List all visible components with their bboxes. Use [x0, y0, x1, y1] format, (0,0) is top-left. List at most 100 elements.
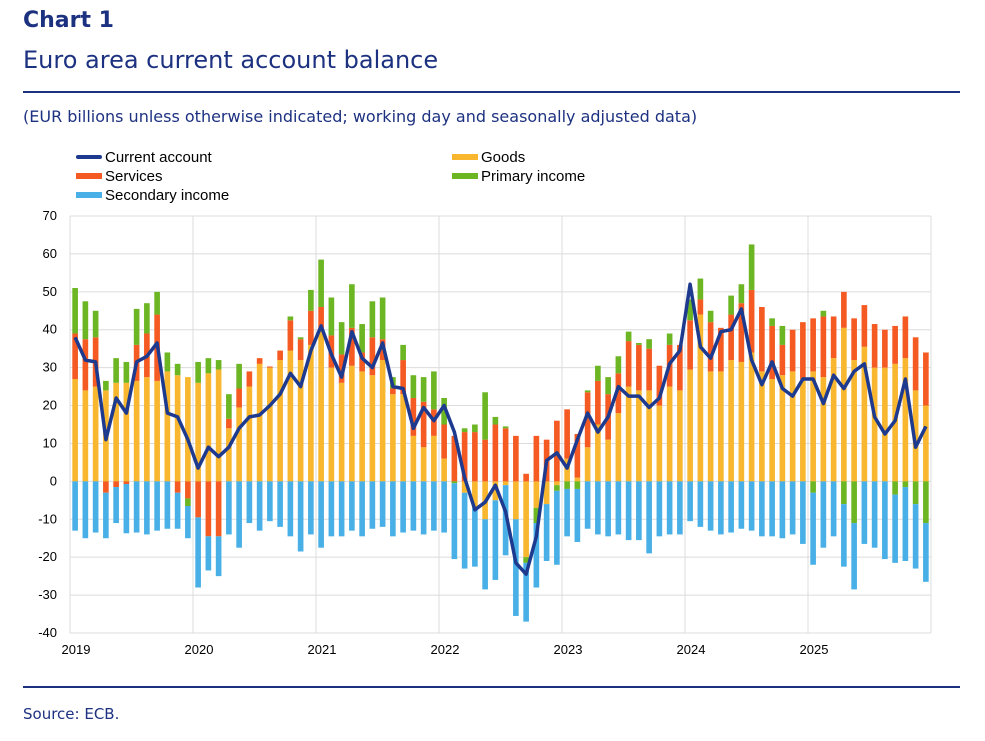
bar-primary-income [810, 481, 816, 493]
bar-services [595, 380, 601, 425]
x-tick-label: 2022 [431, 642, 460, 657]
legend-swatch-icon [452, 154, 478, 160]
bar-secondary-income [492, 500, 499, 580]
bar-services [277, 350, 283, 361]
bar-services [523, 473, 529, 482]
bar-primary-income [328, 297, 335, 336]
bar-goods [277, 360, 283, 482]
bar-primary-income [636, 342, 642, 345]
bar-primary-income [400, 344, 406, 361]
bar-goods [461, 481, 468, 493]
bar-secondary-income [718, 481, 724, 535]
y-tick-label: 40 [43, 322, 57, 337]
legend-item-goods: Goods [452, 148, 525, 166]
bar-services [759, 306, 765, 372]
bar-goods [830, 358, 837, 482]
bar-goods [267, 367, 273, 482]
legend-label: Services [105, 167, 163, 185]
bar-secondary-income [226, 481, 232, 535]
bar-secondary-income [277, 481, 283, 527]
bar-primary-income [564, 481, 570, 489]
bar-secondary-income [636, 481, 642, 541]
bar-primary-income [72, 288, 78, 334]
bar-goods [656, 405, 663, 482]
bar-goods [902, 358, 909, 482]
bar-goods [800, 379, 806, 482]
legend-label: Goods [481, 148, 526, 166]
bar-services [707, 322, 714, 372]
bar-primary-income [492, 416, 499, 425]
bar-primary-income [892, 481, 898, 495]
bar-services [646, 348, 652, 391]
bar-services [810, 318, 816, 372]
legend-item-current-account: Current account [76, 148, 212, 166]
bar-primary-income [379, 297, 386, 340]
bar-primary-income [103, 380, 109, 391]
bar-goods [185, 377, 191, 482]
bar-primary-income [226, 394, 232, 419]
bar-goods [728, 360, 734, 482]
bar-secondary-income [605, 481, 611, 537]
bar-goods [748, 352, 755, 482]
bar-secondary-income [738, 481, 745, 529]
bar-primary-income [461, 428, 468, 433]
bar-goods [390, 394, 396, 482]
bar-goods [113, 382, 119, 482]
bar-services [625, 341, 632, 387]
bar-services [902, 316, 909, 359]
bar-goods [574, 477, 581, 482]
chart-title: Euro area current account balance [23, 46, 439, 74]
bar-goods [205, 373, 212, 482]
bar-services [851, 318, 857, 361]
bar-services [72, 333, 78, 380]
bar-goods [820, 377, 827, 482]
bar-goods [123, 382, 130, 482]
bar-services [820, 316, 827, 378]
bar-secondary-income [584, 481, 591, 529]
bar-secondary-income [810, 492, 816, 565]
bar-primary-income [533, 507, 540, 524]
bar-goods [502, 481, 509, 486]
bar-primary-income [349, 284, 355, 328]
bar-services [195, 481, 201, 518]
bar-secondary-income [246, 481, 253, 524]
bar-secondary-income [861, 481, 868, 544]
bar-secondary-income [410, 481, 417, 531]
bar-services [923, 352, 929, 406]
x-tick-label: 2025 [800, 642, 829, 657]
bar-secondary-income [564, 488, 570, 537]
bar-services [554, 420, 560, 482]
bar-secondary-income [195, 517, 201, 588]
bar-primary-income [697, 278, 704, 300]
bar-secondary-income [697, 481, 704, 527]
bar-secondary-income [154, 481, 160, 531]
x-tick-label: 2019 [62, 642, 91, 657]
bar-secondary-income [133, 481, 140, 533]
bar-services [718, 327, 724, 372]
bar-services [236, 388, 242, 408]
bar-secondary-income [728, 481, 734, 533]
bar-secondary-income [390, 481, 396, 537]
bar-secondary-income [769, 481, 775, 537]
bar-services [697, 299, 704, 315]
bar-services [400, 360, 406, 395]
bar-primary-income [502, 426, 509, 429]
bar-services [574, 433, 581, 478]
bar-services [174, 481, 181, 493]
bar-services [728, 314, 734, 361]
bar-primary-income [851, 481, 857, 524]
bar-services [226, 418, 232, 429]
bar-goods [195, 382, 201, 482]
bar-services [451, 435, 458, 482]
bar-goods [646, 390, 652, 482]
legend-line-icon [76, 155, 102, 159]
bar-primary-income [646, 339, 652, 349]
y-tick-label: -30 [38, 587, 57, 602]
bar-secondary-income [308, 481, 314, 535]
bar-primary-income [133, 308, 140, 345]
bar-primary-income [625, 331, 632, 342]
bar-goods [564, 458, 570, 482]
bar-goods [584, 447, 591, 482]
bar-primary-income [185, 498, 191, 507]
bar-services [441, 424, 447, 459]
